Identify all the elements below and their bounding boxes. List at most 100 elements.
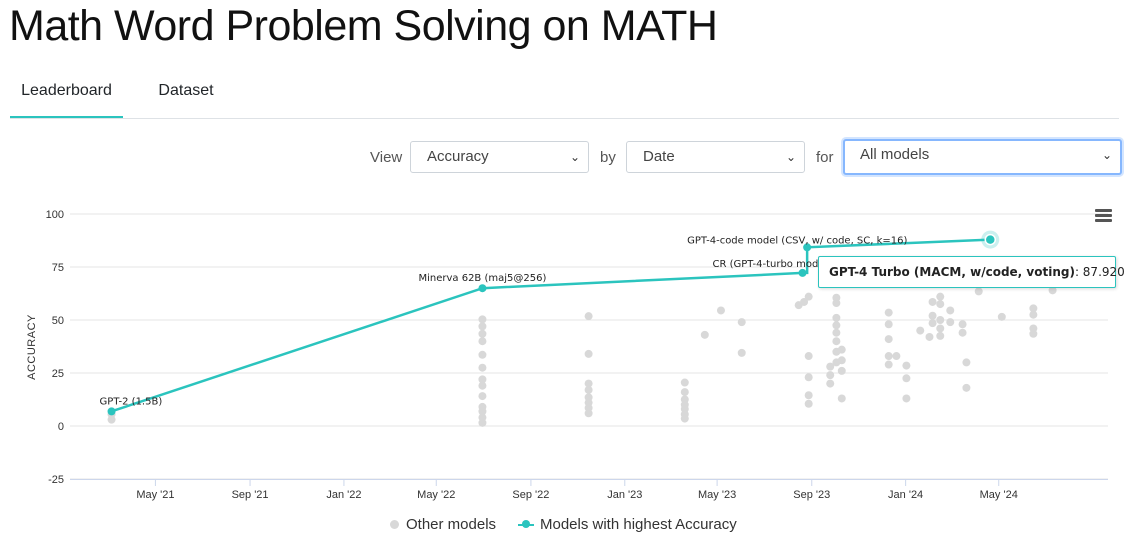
other-model-point (584, 393, 593, 402)
other-model-point (936, 300, 945, 309)
x-tick-label: Jan '22 (326, 489, 361, 501)
other-model-point (478, 337, 487, 346)
other-model-point (1029, 304, 1038, 313)
other-model-point (584, 385, 593, 394)
by-select[interactable]: Date ⌄ (626, 141, 805, 173)
best-model-point (478, 284, 487, 293)
other-model-point (804, 373, 813, 382)
other-model-point (832, 299, 841, 308)
x-tick-label: Sep '22 (512, 489, 549, 501)
other-model-point (962, 383, 971, 392)
y-tick-label: 0 (58, 421, 64, 433)
other-model-point (832, 313, 841, 322)
other-model-point (832, 337, 841, 346)
by-label: by (600, 149, 616, 166)
point-annotation-label: Minerva 62B (maj5@256) (418, 273, 546, 284)
other-model-point (826, 371, 835, 380)
other-model-point (478, 350, 487, 359)
other-model-point (837, 366, 846, 375)
chart-controls: View Accuracy ⌄ by Date ⌄ for All models… (0, 139, 1132, 175)
x-tick-label: Sep '23 (793, 489, 830, 501)
other-model-point (478, 381, 487, 390)
tab-dataset[interactable]: Dataset (158, 82, 214, 99)
point-annotation-label: CR (GPT-4-turbo model, w/ code) (713, 259, 877, 270)
chart-tooltip: GPT-4 Turbo (MACM, w/code, voting): 87.9… (818, 256, 1125, 288)
other-model-point (680, 388, 689, 397)
legend-dot-icon (390, 519, 399, 529)
other-model-point (584, 379, 593, 388)
other-model-point (478, 322, 487, 331)
point-annotation-label: GPT-2 (1.5B) (100, 396, 163, 407)
other-model-point (700, 330, 709, 339)
y-axis-title: ACCURACY (26, 314, 38, 380)
chevron-down-icon: ⌄ (1101, 148, 1112, 162)
legend-item-other-models[interactable]: Other models (390, 516, 496, 533)
other-model-point (804, 391, 813, 400)
other-model-point (680, 378, 689, 387)
view-select[interactable]: Accuracy ⌄ (410, 141, 589, 173)
other-model-point (1029, 329, 1038, 338)
other-model-point (936, 331, 945, 340)
other-model-point (478, 402, 487, 411)
other-model-point (832, 321, 841, 330)
x-tick-label: Jan '24 (888, 489, 923, 501)
y-tick-label: -25 (48, 474, 64, 486)
other-model-point (804, 292, 813, 301)
other-model-point (928, 297, 937, 306)
view-select-value: Accuracy (427, 148, 489, 165)
other-model-point (928, 311, 937, 320)
tooltip-model: GPT-4 Turbo (MACM, w/code, voting) (829, 265, 1075, 279)
for-select[interactable]: All models ⌄ (843, 139, 1122, 175)
other-model-point (962, 358, 971, 367)
tab-bar: Leaderboard Dataset (10, 78, 1119, 119)
legend-item-best-models[interactable]: Models with highest Accuracy (518, 516, 737, 533)
tooltip-value: 87.920 (1082, 265, 1125, 279)
chevron-down-icon: ⌄ (569, 150, 580, 164)
other-model-point (936, 324, 945, 333)
other-model-point (478, 329, 487, 338)
other-model-point (478, 413, 487, 422)
other-model-point (892, 352, 901, 361)
other-model-point (997, 312, 1006, 321)
legend-line-marker-icon (518, 519, 534, 529)
y-tick-label: 75 (52, 262, 64, 274)
other-model-point (584, 312, 593, 321)
tab-leaderboard[interactable]: Leaderboard (10, 78, 123, 118)
other-model-point (884, 308, 893, 317)
for-label: for (816, 149, 834, 166)
other-model-point (925, 332, 934, 341)
x-tick-label: Jan '23 (607, 489, 642, 501)
hamburger-menu-icon[interactable] (1095, 209, 1112, 223)
best-model-point (107, 407, 116, 416)
other-model-point (884, 335, 893, 344)
page-title: Math Word Problem Solving on MATH (9, 2, 718, 50)
other-model-point (936, 292, 945, 301)
other-model-point (1029, 310, 1038, 319)
other-model-point (800, 297, 809, 306)
other-model-point (884, 352, 893, 361)
other-model-point (946, 318, 955, 327)
x-tick-label: Sep '21 (232, 489, 269, 501)
other-model-point (478, 363, 487, 372)
other-model-point (826, 379, 835, 388)
other-model-point (884, 320, 893, 329)
chart-legend: Other models Models with highest Accurac… (0, 516, 1132, 536)
y-tick-label: 25 (52, 368, 64, 380)
other-model-point (478, 315, 487, 324)
other-model-point (737, 318, 746, 327)
tooltip-separator: : (1074, 265, 1083, 279)
other-model-point (928, 319, 937, 328)
legend-label-best: Models with highest Accuracy (540, 516, 737, 533)
other-model-point (737, 348, 746, 357)
x-tick-label: May '22 (417, 489, 455, 501)
other-model-point (837, 345, 846, 354)
y-tick-label: 50 (52, 315, 64, 327)
other-model-point (478, 375, 487, 384)
other-model-point (974, 287, 983, 296)
best-model-point (803, 243, 812, 252)
other-model-point (946, 306, 955, 315)
other-model-point (804, 399, 813, 408)
x-tick-label: May '23 (698, 489, 736, 501)
chevron-down-icon: ⌄ (785, 150, 796, 164)
x-tick-label: May '24 (980, 489, 1018, 501)
